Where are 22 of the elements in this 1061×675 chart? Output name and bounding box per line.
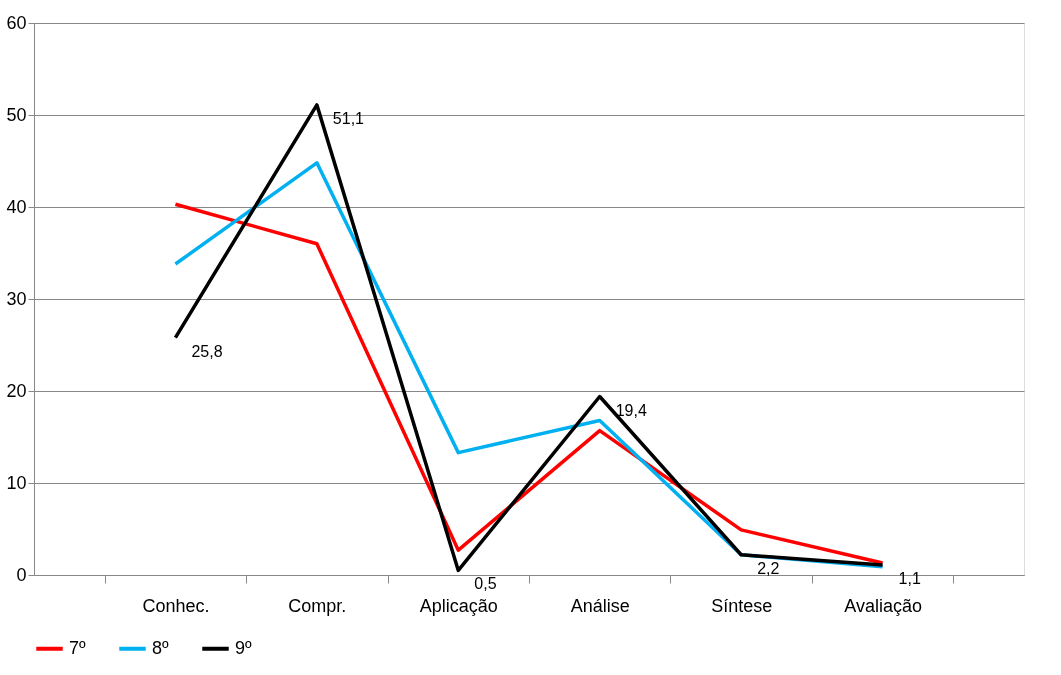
y-tick-label: 10 xyxy=(6,472,27,493)
y-tick-label: 0 xyxy=(16,564,27,585)
legend-label: 8º xyxy=(152,637,170,658)
y-tick-label: 20 xyxy=(6,380,27,401)
y-tick-label: 40 xyxy=(6,196,27,217)
x-tick-label: Conhec. xyxy=(142,595,210,616)
x-tick-label: Aplicação xyxy=(419,595,498,616)
y-tick-label: 60 xyxy=(6,12,27,33)
y-tick-label: 50 xyxy=(6,104,27,125)
data-label: 0,5 xyxy=(474,575,497,593)
x-tick-label: Síntese xyxy=(711,595,773,616)
y-tick-label: 30 xyxy=(6,288,27,309)
x-tick-label: Análise xyxy=(570,595,630,616)
data-label: 19,4 xyxy=(615,401,647,419)
legend-label: 9º xyxy=(235,637,253,658)
data-label: 25,8 xyxy=(191,342,223,360)
legend-label: 7º xyxy=(69,637,87,658)
x-tick-label: Avaliação xyxy=(844,595,922,616)
data-label: 51,1 xyxy=(332,109,365,127)
data-label: 2,2 xyxy=(757,559,780,577)
x-tick-label: Compr. xyxy=(288,595,347,616)
data-label: 1,1 xyxy=(898,569,921,587)
